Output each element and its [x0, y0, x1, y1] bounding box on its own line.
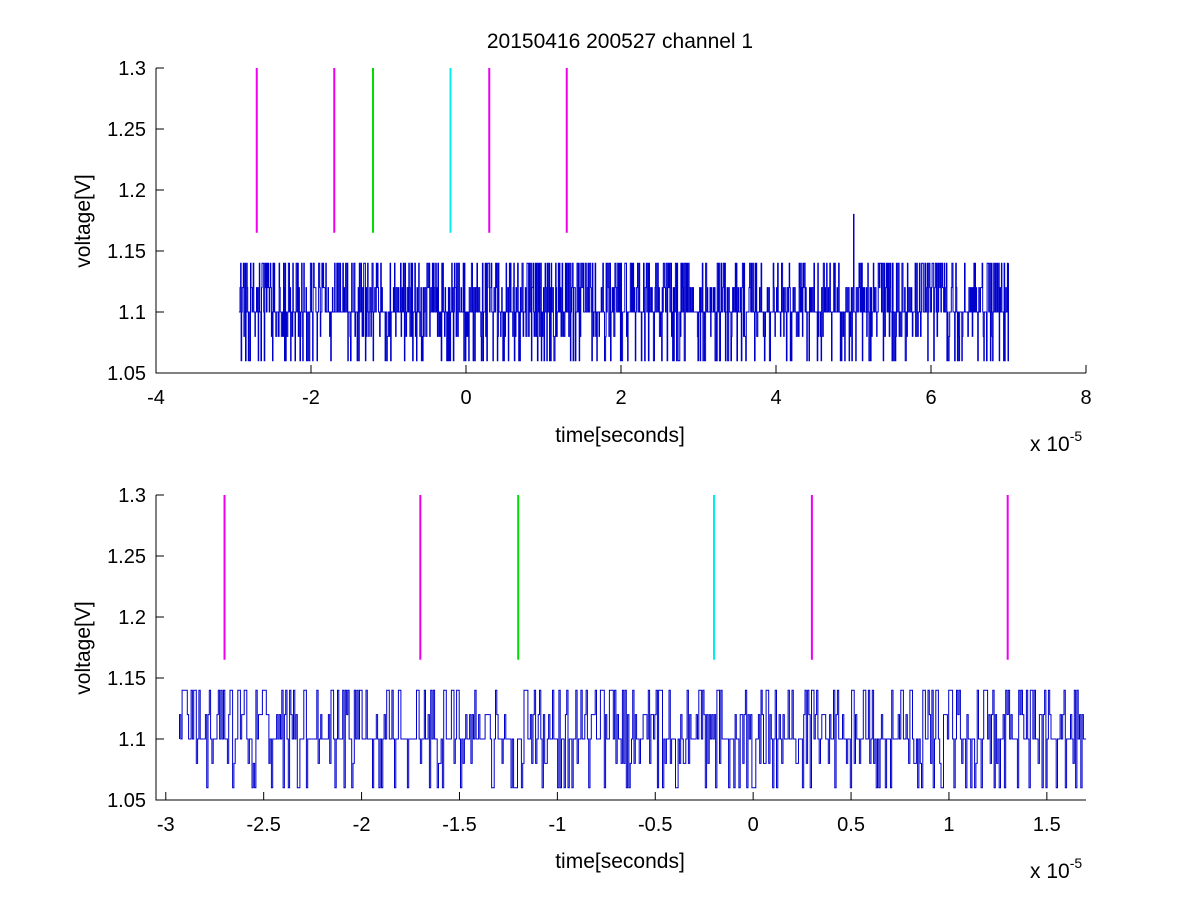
top-plot-y-tick-label: 1.15: [107, 241, 146, 263]
top-plot-x-tick-label: 0: [460, 387, 471, 409]
top-plot-y-ticks: 1.05 1.1 1.15 1.2 1.25 1.3: [107, 58, 164, 385]
top-plot-x-exponent-base: x 10: [1030, 433, 1070, 456]
bottom-plot-x-exponent-label: x 10-5: [1030, 855, 1082, 883]
top-plot-x-tick-label: 2: [615, 387, 626, 409]
top-plot-y-tick-label: 1.25: [107, 119, 146, 141]
bottom-plot-y-tick-label: 1.15: [107, 668, 146, 690]
bottom-plot-x-axis-label: time[seconds]: [555, 850, 685, 873]
bottom-plot-y-tick-label: 1.1: [118, 729, 146, 751]
bottom-plot-x-tick-label: -2.5: [246, 814, 280, 836]
bottom-plot-x-tick-label: -0.5: [638, 814, 672, 836]
chart-title: 20150416 200527 channel 1: [487, 30, 753, 53]
top-plot-x-ticks: -4 -2 0 2 4 6 8: [147, 365, 1092, 409]
bottom-plot-x-tick-label: 1: [943, 814, 954, 836]
top-plot-x-tick-label: 6: [925, 387, 936, 409]
bottom-plot-x-tick-label: 0: [748, 814, 759, 836]
bottom-plot-y-tick-label: 1.05: [107, 790, 146, 812]
bottom-plot-x-tick-label: -3: [157, 814, 175, 836]
bottom-plot-x-ticks: -3 -2.5 -2 -1.5 -1 -0.5 0 0.5 1 1.5: [157, 792, 1061, 836]
bottom-plot: -3 -2.5 -2 -1.5 -1 -0.5 0 0.5 1 1.5 1.051.11.151.…: [72, 485, 1086, 883]
bottom-plot-signal-line: [179, 689, 1086, 789]
top-plot-x-axis-label: time[seconds]: [555, 424, 685, 447]
bottom-plot-y-axis-label: voltage[V]: [72, 601, 95, 694]
top-plot-x-tick-label: -2: [302, 387, 320, 409]
top-plot-y-tick-label: 1.2: [118, 180, 146, 202]
top-plot-x-tick-label: 8: [1080, 387, 1091, 409]
bottom-plot-y-tick-label: 1.2: [118, 607, 146, 629]
top-plot-x-tick-label: 4: [770, 387, 781, 409]
top-plot-y-tick-label: 1.05: [107, 363, 146, 385]
bottom-plot-y-tick-label: 1.3: [118, 485, 146, 507]
top-plot-x-exponent-label: x 10-5: [1030, 428, 1082, 456]
top-plot-x-tick-label: -4: [147, 387, 165, 409]
top-plot-y-axis-label: voltage[V]: [72, 174, 95, 267]
top-plot-y-tick-label: 1.3: [118, 58, 146, 80]
bottom-plot-markers: [223, 495, 1009, 660]
bottom-plot-x-tick-label: -1.5: [442, 814, 476, 836]
bottom-plot-x-tick-label: 1.5: [1033, 814, 1061, 836]
bottom-plot-y-ticks: 1.05 1.1 1.15 1.2 1.25 1.3: [107, 485, 164, 812]
bottom-plot-x-tick-label: 0.5: [837, 814, 865, 836]
bottom-plot-x-tick-label: -2: [353, 814, 371, 836]
bottom-plot-y-tick-label: 1.25: [107, 546, 146, 568]
top-plot-signal-line: [238, 213, 1009, 362]
top-plot-x-exponent-power: -5: [1070, 428, 1083, 444]
top-plot: -4 -2 0 2 4 6 8 1.05 1.1 1.15 1.2 1.25 1.3 time[sec…: [72, 58, 1092, 456]
bottom-plot-x-exponent-base: x 10: [1030, 860, 1070, 883]
top-plot-markers: [255, 68, 568, 233]
bottom-plot-x-exponent-power: -5: [1070, 855, 1083, 871]
bottom-plot-x-tick-label: -1: [548, 814, 566, 836]
top-plot-y-tick-label: 1.1: [118, 302, 146, 324]
